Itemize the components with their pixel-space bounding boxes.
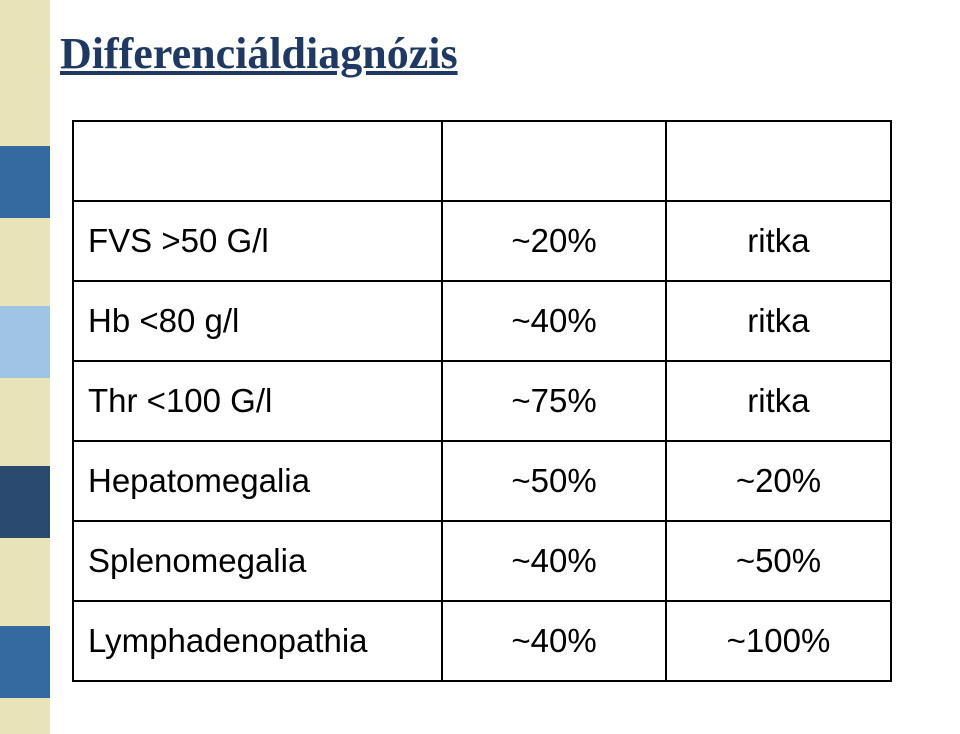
row-col2: ~20% [666, 441, 891, 521]
sidebar-block [0, 378, 50, 466]
row-col2: ~50% [666, 521, 891, 601]
row-col2: ~100% [666, 601, 891, 681]
diagnosis-table-wrap: FVS >50 G/l ~20% ritka Hb <80 g/l ~40% r… [72, 120, 892, 682]
sidebar-block [0, 466, 50, 538]
table-row: Thr <100 G/l ~75% ritka [73, 361, 891, 441]
sidebar-block [0, 306, 50, 378]
row-col1: ~75% [442, 361, 666, 441]
row-label: Splenomegalia [73, 521, 442, 601]
row-col1: ~50% [442, 441, 666, 521]
diagnosis-table: FVS >50 G/l ~20% ritka Hb <80 g/l ~40% r… [72, 120, 892, 682]
sidebar-block [0, 146, 50, 218]
row-col2: ritka [666, 201, 891, 281]
header-col2-cell [666, 121, 891, 201]
slide-root: { "title": "Differenciáldiagnózis", "sid… [0, 0, 960, 734]
row-label: Thr <100 G/l [73, 361, 442, 441]
table-row: Lymphadenopathia ~40% ~100% [73, 601, 891, 681]
table-row: Hepatomegalia ~50% ~20% [73, 441, 891, 521]
sidebar-accent [0, 0, 50, 734]
slide-title: Differenciáldiagnózis [60, 28, 458, 79]
row-col1: ~20% [442, 201, 666, 281]
row-col1: ~40% [442, 601, 666, 681]
table-row: Hb <80 g/l ~40% ritka [73, 281, 891, 361]
header-col1-cell [442, 121, 666, 201]
table-row: FVS >50 G/l ~20% ritka [73, 201, 891, 281]
row-col1: ~40% [442, 521, 666, 601]
header-label-cell [73, 121, 442, 201]
row-col2: ritka [666, 361, 891, 441]
table-header-row [73, 121, 891, 201]
row-label: Lymphadenopathia [73, 601, 442, 681]
sidebar-block [0, 698, 50, 734]
sidebar-block [0, 0, 50, 146]
row-col1: ~40% [442, 281, 666, 361]
sidebar-block [0, 538, 50, 626]
sidebar-block [0, 218, 50, 306]
row-col2: ritka [666, 281, 891, 361]
table-row: Splenomegalia ~40% ~50% [73, 521, 891, 601]
sidebar-block [0, 626, 50, 698]
row-label: Hepatomegalia [73, 441, 442, 521]
row-label: Hb <80 g/l [73, 281, 442, 361]
row-label: FVS >50 G/l [73, 201, 442, 281]
